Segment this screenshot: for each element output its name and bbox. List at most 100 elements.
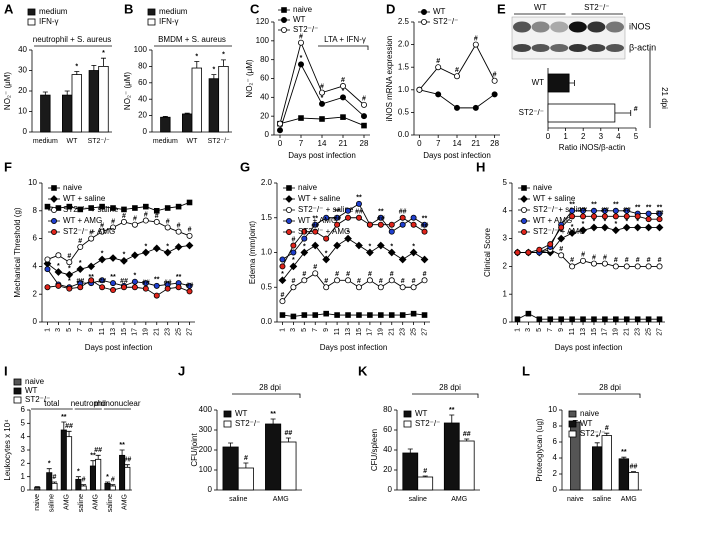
y-tick-label: 0 xyxy=(553,485,558,494)
y-axis-label: NO₂⁻ (μM) xyxy=(3,72,12,110)
marker xyxy=(99,228,106,235)
marker xyxy=(153,282,160,289)
error-bar xyxy=(124,464,130,468)
marker xyxy=(558,316,564,323)
legend-label: ST2⁻/⁻ xyxy=(433,17,458,26)
legend-label: IFN-γ xyxy=(159,17,179,26)
x-tick-label: 0 xyxy=(278,139,283,148)
significance: * xyxy=(75,63,78,70)
marker xyxy=(547,316,554,323)
marker xyxy=(153,207,160,214)
panel-letter: L xyxy=(522,363,530,378)
significance: * xyxy=(303,243,306,250)
marker xyxy=(55,282,62,289)
x-tick-label: naive xyxy=(34,494,41,511)
significance: ## xyxy=(186,282,194,289)
marker xyxy=(472,41,479,48)
x-tick-label: saline xyxy=(78,494,85,512)
y-tick-label: 100 xyxy=(199,465,213,474)
bar xyxy=(124,466,131,491)
marker xyxy=(521,228,528,235)
significance: ** xyxy=(422,216,428,223)
y-axis-label: Clinical Score xyxy=(483,227,492,276)
significance: # xyxy=(335,271,339,278)
x-tick-label: 5 xyxy=(66,328,73,332)
y-tick-label: 1 xyxy=(503,289,508,298)
x-tick-label: WT xyxy=(67,138,79,145)
marker xyxy=(547,241,554,248)
marker xyxy=(590,207,597,214)
marker xyxy=(276,120,283,127)
marker xyxy=(656,316,663,323)
y-axis-label: iNOS mRNA expression xyxy=(385,36,394,121)
significance: * xyxy=(195,53,198,60)
y-tick-label: 10 xyxy=(18,107,27,116)
marker xyxy=(312,228,319,235)
error-bar xyxy=(90,460,96,466)
marker xyxy=(279,263,286,270)
bar xyxy=(601,435,613,491)
x-tick-label: 23 xyxy=(635,328,642,336)
bar xyxy=(458,440,475,491)
significance: # xyxy=(67,253,71,260)
y-tick-label: 400 xyxy=(199,405,213,414)
y-tick-label: 20 xyxy=(383,465,392,474)
marker xyxy=(88,277,95,284)
marker xyxy=(131,251,139,260)
marker xyxy=(285,195,293,203)
marker xyxy=(175,284,182,291)
marker xyxy=(297,39,304,46)
x-tick-label: 25 xyxy=(175,328,182,336)
marker xyxy=(77,206,84,213)
marker xyxy=(345,277,352,284)
bar xyxy=(417,476,434,491)
marker xyxy=(525,249,532,256)
x-tick-label: 25 xyxy=(645,328,652,336)
marker xyxy=(279,312,286,318)
group-label: neutrophil xyxy=(71,399,106,408)
blot-group-label: WT xyxy=(534,3,547,12)
significance: # xyxy=(570,257,574,264)
significance: ## xyxy=(630,463,638,470)
marker xyxy=(163,248,172,257)
x-tick-label: AMG xyxy=(621,496,637,503)
significance: * xyxy=(102,50,105,57)
significance: # xyxy=(362,96,366,103)
y-tick-label: 20 xyxy=(138,111,147,120)
legend-swatch xyxy=(27,8,36,16)
x-tick-label: 7 xyxy=(436,139,441,148)
marker xyxy=(420,8,427,15)
legend-label: WT + saline xyxy=(298,194,341,203)
bar xyxy=(98,66,109,133)
marker xyxy=(300,248,309,257)
y-tick-label: 80 xyxy=(260,55,269,64)
y-axis-label: NO₂⁻ (μM) xyxy=(123,72,132,110)
x-tick-label: 1 xyxy=(563,132,568,141)
marker xyxy=(388,221,395,228)
legend-label: naive xyxy=(25,377,45,386)
significance: ** xyxy=(613,202,619,209)
blot-band xyxy=(550,21,569,33)
significance: * xyxy=(636,218,639,225)
marker xyxy=(612,213,619,220)
significance: ## xyxy=(399,209,407,216)
marker xyxy=(355,200,362,207)
marker xyxy=(569,207,576,214)
legend-label: ST2⁻/⁻ + AMG xyxy=(298,227,350,236)
x-tick-label: 27 xyxy=(656,328,663,336)
marker xyxy=(601,213,608,220)
error-bar xyxy=(81,484,87,486)
error-bar xyxy=(162,116,168,118)
marker xyxy=(580,257,587,264)
x-axis-label: Days post infection xyxy=(423,151,491,160)
blot-band xyxy=(513,44,531,52)
significance: * xyxy=(369,243,372,250)
marker xyxy=(514,249,521,256)
error-bar xyxy=(407,448,413,453)
marker xyxy=(334,312,340,318)
legend-label: WT + saline xyxy=(63,194,106,203)
legend-label: ST2⁻/⁻ xyxy=(293,25,318,34)
y-tick-label: 40 xyxy=(383,445,392,454)
marker xyxy=(435,64,442,71)
